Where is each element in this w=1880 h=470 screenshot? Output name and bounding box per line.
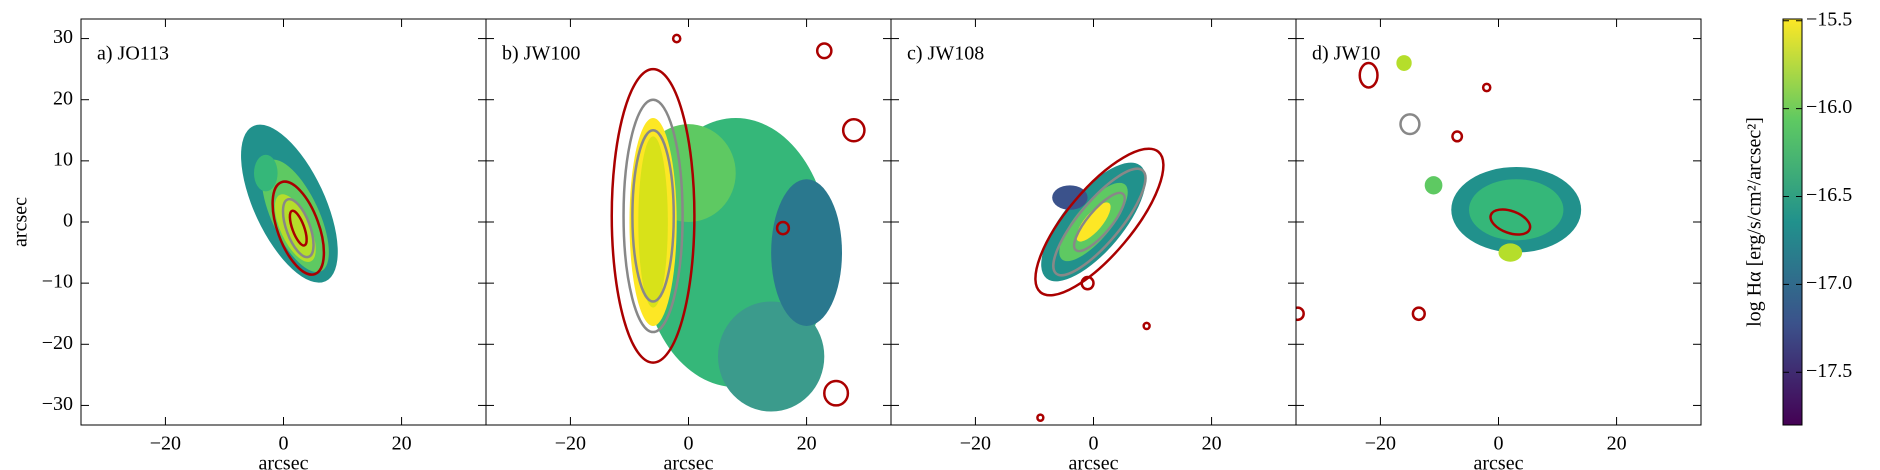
- contour: [271, 180, 326, 276]
- x-tick-label: 0: [684, 433, 694, 455]
- emission-blob: [638, 136, 668, 308]
- panel-0: [241, 124, 338, 283]
- x-axis-label: arcsec: [1474, 453, 1524, 470]
- x-tick-label: −20: [1365, 433, 1396, 455]
- colorbar-tick-label: −17.5: [1806, 360, 1852, 382]
- x-axis-label: arcsec: [259, 453, 309, 470]
- y-tick-label: −10: [42, 271, 73, 293]
- contour: [1142, 321, 1151, 331]
- contour: [1481, 82, 1492, 93]
- y-tick-label: −30: [42, 393, 73, 415]
- contour: [1036, 413, 1045, 422]
- panel-title: a) JO113: [97, 43, 169, 65]
- x-tick-label: 0: [1494, 433, 1504, 455]
- colorbar-tick-label: −15.5: [1806, 8, 1852, 30]
- x-tick-label: 0: [279, 433, 289, 455]
- contour: [281, 197, 315, 259]
- contour: [815, 42, 833, 60]
- panel-2: [1034, 147, 1165, 422]
- x-tick-label: −20: [555, 433, 586, 455]
- panel-title: b) JW100: [502, 43, 580, 65]
- x-tick-label: 20: [1607, 433, 1627, 455]
- x-tick-label: 20: [797, 433, 817, 455]
- contour: [1034, 147, 1165, 297]
- contour: [1451, 130, 1464, 143]
- emission-blob: [771, 179, 842, 326]
- contour: [610, 67, 696, 364]
- panel-1: [610, 33, 866, 412]
- colorbar-tick-label: −16.5: [1806, 184, 1852, 206]
- y-tick-label: 10: [53, 148, 73, 170]
- emission-blob: [1052, 185, 1088, 210]
- contour: [1072, 191, 1126, 253]
- emission-blob: [1468, 179, 1564, 241]
- contour: [631, 129, 675, 303]
- contour: [671, 33, 682, 44]
- x-tick-label: −20: [960, 433, 991, 455]
- y-tick-label: 30: [53, 26, 73, 48]
- emission-blob: [1424, 176, 1443, 195]
- contour: [1296, 306, 1305, 322]
- x-tick-label: 20: [1202, 433, 1222, 455]
- contour: [1489, 208, 1532, 236]
- panel-title: c) JW108: [907, 43, 984, 65]
- y-tick-label: −20: [42, 332, 73, 354]
- x-tick-label: 20: [392, 433, 412, 455]
- contour: [622, 98, 684, 334]
- contour: [1052, 167, 1147, 277]
- emission-blob: [1076, 202, 1111, 242]
- x-tick-label: −20: [150, 433, 181, 455]
- contour: [1358, 61, 1379, 89]
- colorbar-tick-label: −16.0: [1806, 96, 1852, 118]
- panel-title: d) JW10: [1312, 43, 1380, 65]
- contour: [1411, 306, 1426, 322]
- x-axis-label: arcsec: [664, 453, 714, 470]
- y-tick-label: 20: [53, 87, 73, 109]
- contour: [1399, 113, 1421, 136]
- contour: [841, 118, 866, 143]
- y-axis-label: arcsec: [10, 197, 32, 247]
- x-axis-label: arcsec: [1069, 453, 1119, 470]
- emission-blob: [253, 154, 278, 192]
- colorbar: [1782, 18, 1803, 426]
- x-tick-label: 0: [1089, 433, 1099, 455]
- emission-blob: [718, 301, 825, 412]
- emission-blob: [1498, 243, 1523, 262]
- y-tick-label: 0: [63, 210, 73, 232]
- panel-3: [1296, 55, 1582, 322]
- emission-blob: [1396, 55, 1412, 71]
- colorbar-label: log Hα [erg/s/cm²/arcsec²]: [1744, 117, 1766, 327]
- contour: [823, 379, 850, 407]
- contour: [775, 220, 791, 236]
- contour: [1080, 275, 1095, 291]
- contour: [288, 209, 308, 247]
- colorbar-tick-label: −17.0: [1806, 272, 1852, 294]
